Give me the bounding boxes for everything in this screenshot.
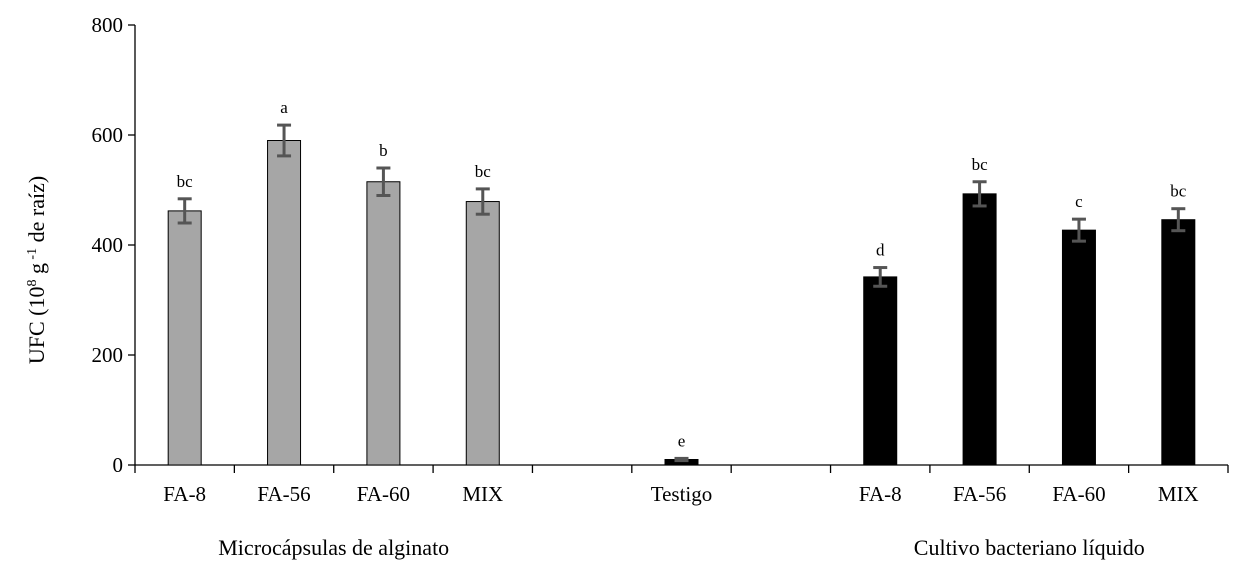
x-tick-label: FA-8: [859, 482, 902, 506]
x-tick-label: Testigo: [651, 482, 713, 506]
bar: [167, 210, 202, 466]
x-tick-label: FA-8: [163, 482, 206, 506]
x-tick-label: FA-60: [357, 482, 410, 506]
group-label-cultivo: Cultivo bacteriano líquido: [914, 535, 1145, 560]
bar: [863, 276, 898, 466]
bar: [366, 181, 401, 466]
y-tick-label: 800: [92, 13, 124, 37]
significance-letter: b: [379, 141, 388, 160]
significance-letter: bc: [972, 155, 989, 174]
significance-letter: bc: [1170, 182, 1187, 201]
x-tick-label: MIX: [462, 482, 503, 506]
significance-letter: c: [1075, 192, 1083, 211]
bar: [1061, 229, 1096, 466]
y-axis-label: UFC (108 g -1 de raíz): [24, 176, 49, 364]
significance-letter: bc: [177, 172, 194, 191]
bar: [962, 193, 997, 466]
y-tick-label: 600: [92, 123, 124, 147]
significance-letter: d: [876, 241, 885, 260]
y-tick-label: 0: [113, 453, 124, 477]
x-tick-label: FA-60: [1052, 482, 1105, 506]
x-tick-label: FA-56: [953, 482, 1006, 506]
significance-letter: bc: [475, 162, 492, 181]
bar: [1161, 219, 1196, 466]
x-tick-label: MIX: [1158, 482, 1199, 506]
bar: [267, 140, 302, 466]
group-label-microcapsulas: Microcápsulas de alginato: [218, 535, 449, 560]
y-tick-label: 200: [92, 343, 124, 367]
significance-letter: e: [678, 431, 686, 450]
y-tick-label: 400: [92, 233, 124, 257]
bar: [465, 201, 500, 466]
x-tick-label: FA-56: [257, 482, 310, 506]
significance-letter: a: [280, 98, 288, 117]
